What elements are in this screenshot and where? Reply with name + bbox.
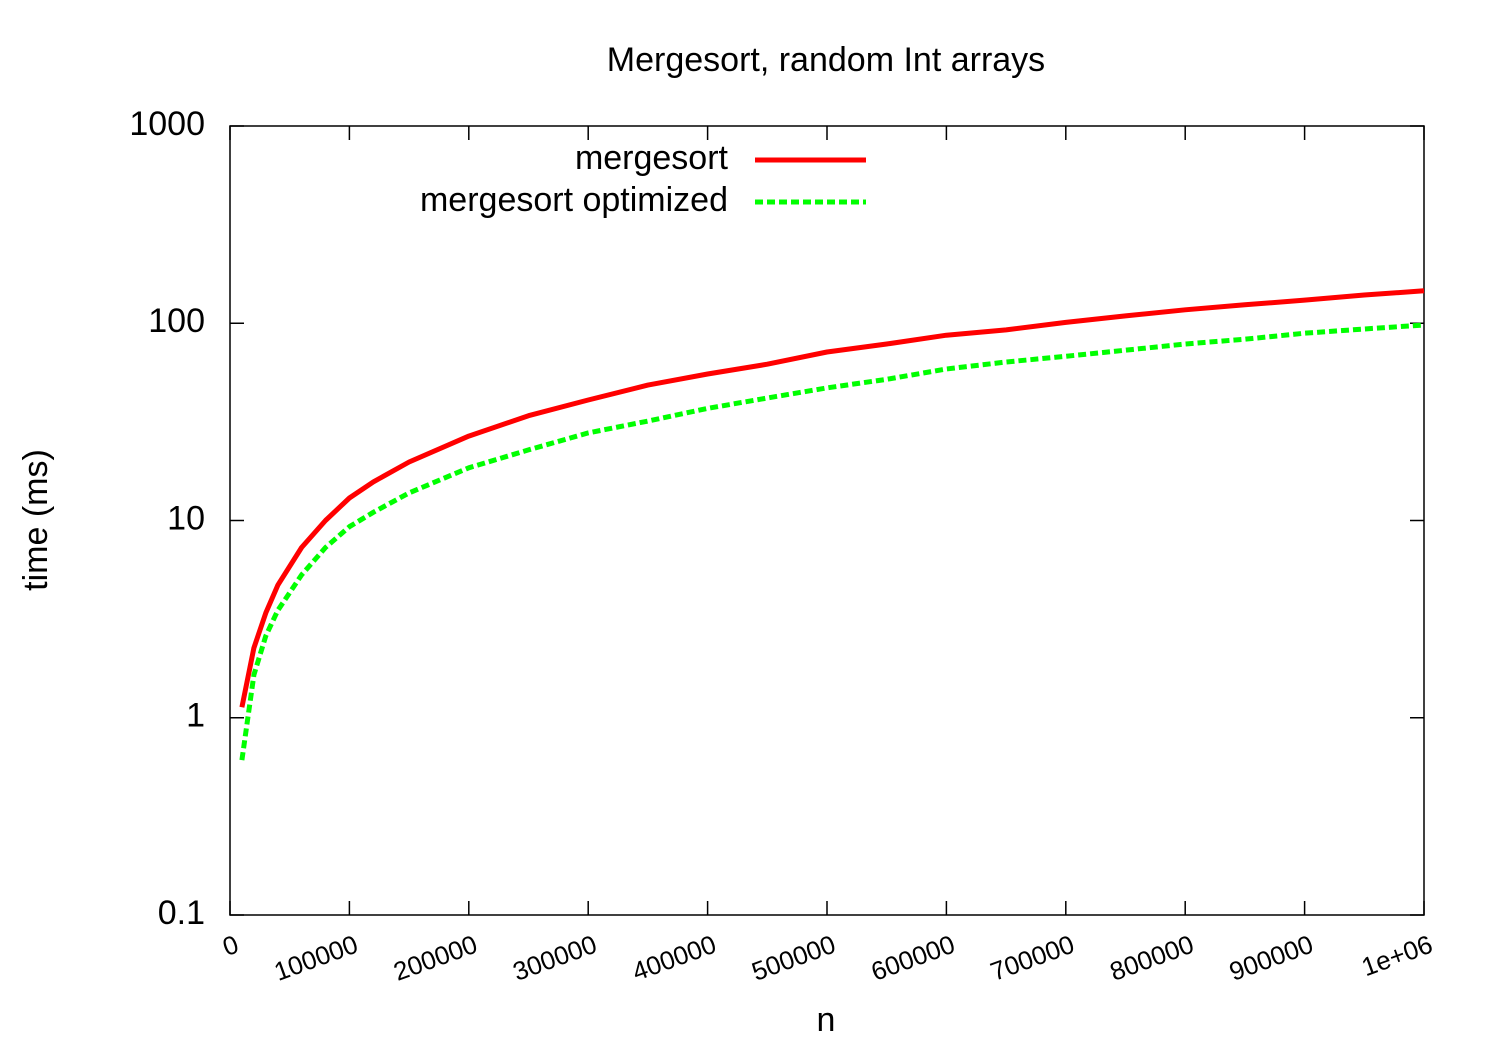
data-line [239,288,1425,708]
y-tick-label: 100 [148,302,205,340]
x-tick-label: 1e+06 [1358,929,1437,982]
x-tick-label: 500000 [748,929,840,987]
x-tick-label: 0 [219,929,243,962]
x-tick-label: 300000 [509,929,601,987]
x-tick-label: 800000 [1106,929,1198,987]
y-tick-label: 10 [167,499,205,537]
y-axis-label: time (ms) [17,449,55,591]
legend-label: mergesort optimized [420,181,728,219]
x-tick-label: 100000 [270,929,362,987]
x-tick-label: 200000 [389,929,481,987]
x-tick-label: 600000 [867,929,959,987]
legend-label: mergesort [575,139,729,177]
y-tick-label: 1 [186,697,205,735]
y-tick-label: 0.1 [158,894,205,932]
y-tick-label: 1000 [129,105,205,143]
x-tick-label: 700000 [986,929,1078,987]
x-tick-label: 400000 [628,929,720,987]
chart-title: Mergesort, random Int arrays [607,41,1045,79]
data-line [239,322,1425,761]
x-tick-label: 900000 [1225,929,1317,987]
x-axis-label: n [817,1001,836,1039]
plot-frame [229,125,1425,916]
